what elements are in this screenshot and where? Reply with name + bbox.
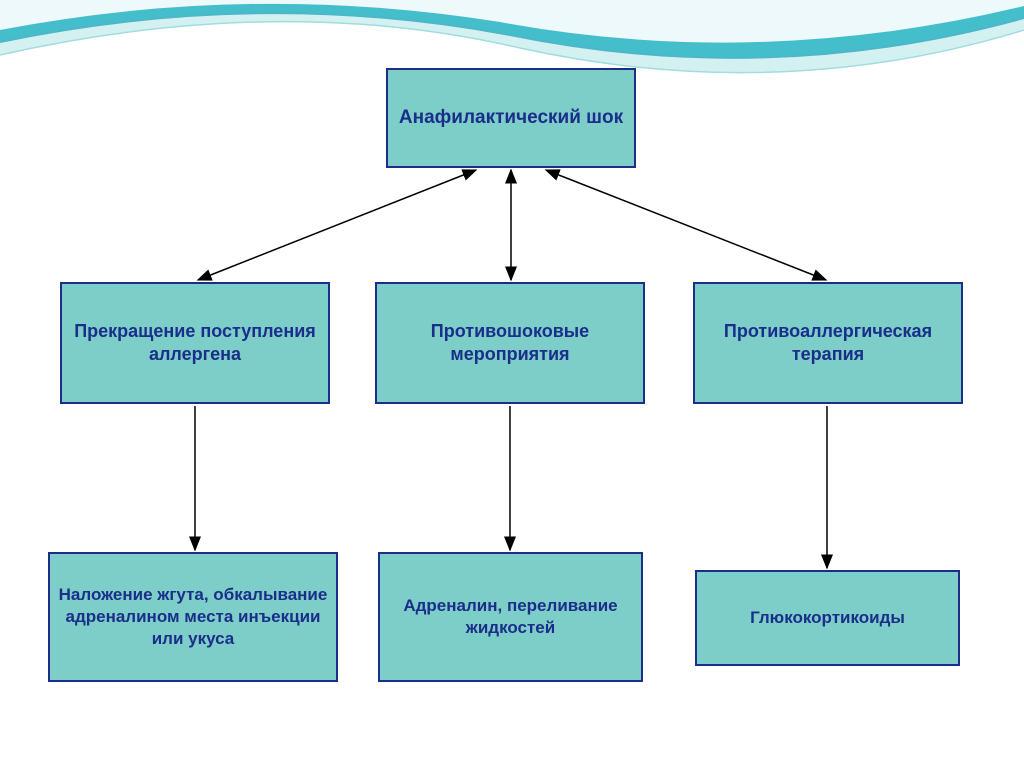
root-node-label: Анафилактический шок — [399, 106, 623, 131]
mid-node-2-label: Противошоковые мероприятия — [377, 320, 643, 367]
leaf-node-1: Наложение жгута, обкалывание адреналином… — [48, 552, 338, 682]
leaf-node-2: Адреналин, переливание жидкостей — [378, 552, 643, 682]
mid-node-1-label: Прекращение поступления аллергена — [62, 320, 328, 367]
leaf-node-3: Глюкокортикоиды — [695, 570, 960, 666]
leaf-node-3-label: Глюкокортикоиды — [750, 607, 905, 629]
mid-node-2: Противошоковые мероприятия — [375, 282, 645, 404]
mid-node-3-label: Противоаллергическая терапия — [695, 320, 961, 367]
mid-node-1: Прекращение поступления аллергена — [60, 282, 330, 404]
mid-node-3: Противоаллергическая терапия — [693, 282, 963, 404]
leaf-node-2-label: Адреналин, переливание жидкостей — [380, 595, 641, 639]
leaf-node-1-label: Наложение жгута, обкалывание адреналином… — [50, 584, 336, 650]
root-node: Анафилактический шок — [386, 68, 636, 168]
